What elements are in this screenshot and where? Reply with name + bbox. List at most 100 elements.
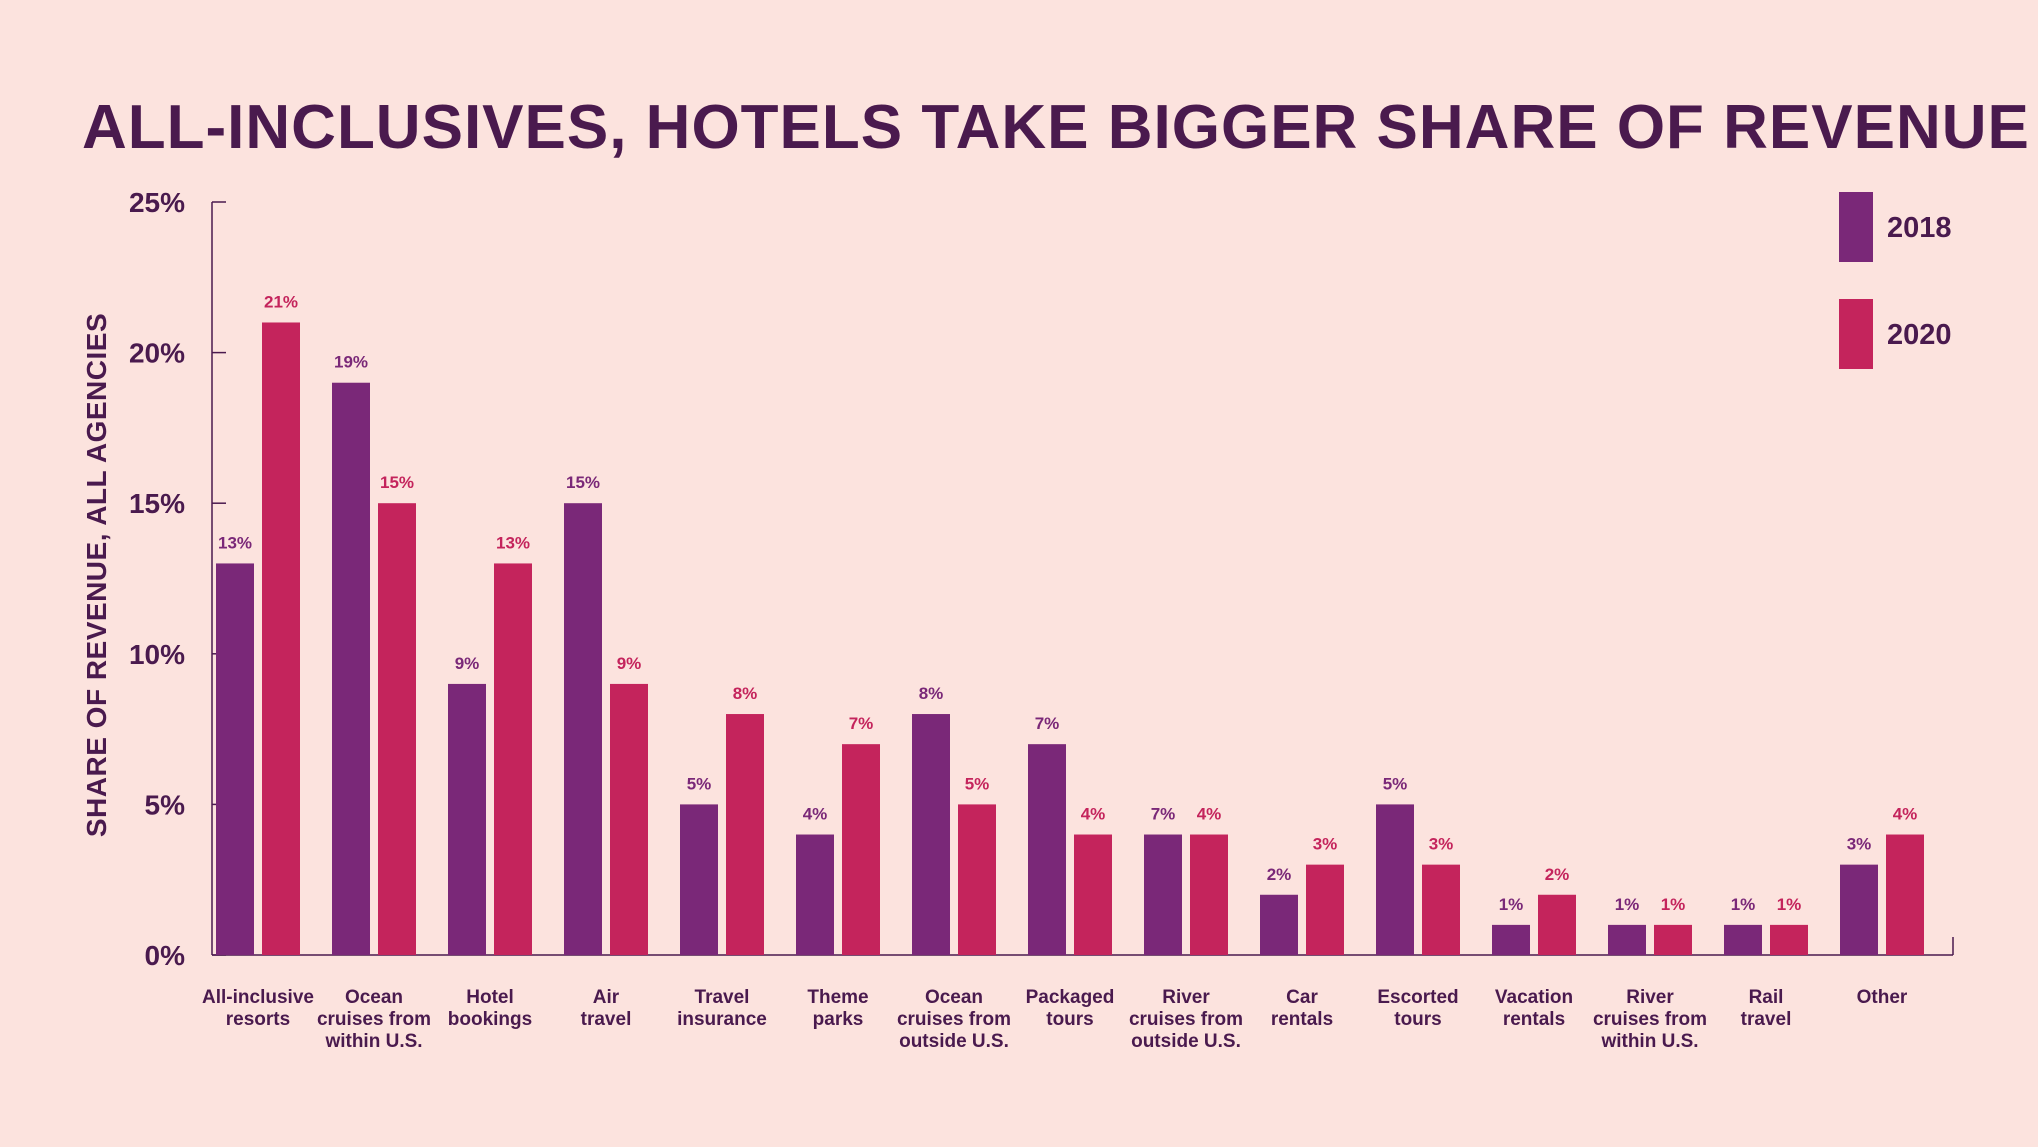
data-label-2018: 9% [455,654,480,673]
x-category-label-line: rentals [1271,1009,1333,1030]
x-category-label-line: Travel [695,987,750,1008]
x-category-label-line: All-inclusive [202,987,314,1008]
x-category-label-line: Vacation [1495,987,1573,1008]
bar-2018 [1144,834,1182,955]
bar-2018 [1028,744,1066,955]
x-category-label: Ocean cruises from outside U.S. [897,987,1011,1052]
data-label-2020: 3% [1313,835,1338,854]
x-category-label: Packaged tours [1026,987,1115,1030]
data-label-2020: 13% [496,533,530,552]
legend-swatch-2020 [1839,299,1873,369]
x-category-label-line: within U.S. [324,1031,422,1052]
bar-2018 [912,714,950,955]
bar-2018 [1608,924,1646,955]
x-category-label: River cruises from outside U.S. [1129,987,1243,1052]
x-category-label-line: Escorted [1377,987,1458,1008]
x-category-label-line: River [1162,987,1210,1008]
bar-2018 [216,563,254,955]
bar-2018 [680,804,718,955]
data-label-2018: 5% [1383,774,1408,793]
x-category-label-line: Ocean [925,987,983,1008]
legend-label-2020: 2020 [1887,319,1952,351]
bar-2020 [1306,864,1344,955]
data-label-2018: 5% [687,774,712,793]
legend-label-2018: 2018 [1887,212,1952,244]
x-category-label: Rail travel [1741,987,1792,1030]
data-label-2018: 4% [803,805,828,824]
x-category-label: All-inclusive resorts [202,987,314,1030]
x-category-label: Air travel [581,987,632,1030]
bar-2020 [1770,924,1808,955]
x-category-label: Hotel bookings [448,987,532,1030]
data-label-2020: 1% [1777,895,1802,914]
x-category-label-line: tours [1046,1009,1094,1030]
y-tick-label: 0% [145,940,186,971]
legend-swatch-2018 [1839,192,1873,262]
bar-2020 [262,322,300,956]
x-category-label-line: outside U.S. [1131,1031,1241,1052]
x-category-label-line: cruises from [317,1009,431,1030]
y-tick-label: 20% [129,338,185,369]
data-label-2020: 4% [1893,805,1918,824]
x-category-label-line: cruises from [1129,1009,1243,1030]
data-label-2020: 5% [965,774,990,793]
bar-2020 [1422,864,1460,955]
data-label-2020: 4% [1081,805,1106,824]
data-label-2020: 1% [1661,895,1686,914]
bar-2018 [1492,924,1530,955]
bar-2018 [332,382,370,956]
data-label-2018: 2% [1267,865,1292,884]
data-label-2018: 13% [218,533,252,552]
bar-2020 [958,804,996,955]
x-category-label-line: Ocean [345,987,403,1008]
data-label-2020: 4% [1197,805,1222,824]
data-label-2020: 21% [264,292,298,311]
data-label-2020: 7% [849,714,874,733]
bar-2018 [1840,864,1878,955]
x-category-label-line: River [1626,987,1674,1008]
x-category-label-line: travel [1741,1009,1792,1030]
data-label-2018: 8% [919,684,944,703]
data-label-2018: 1% [1499,895,1524,914]
x-category-label-line: Car [1286,987,1318,1008]
data-label-2020: 2% [1545,865,1570,884]
bar-2020 [378,503,416,955]
x-category-label-line: resorts [226,1009,290,1030]
data-label-2018: 1% [1615,895,1640,914]
x-category-label: Car rentals [1271,987,1333,1030]
y-tick-label: 5% [145,789,186,820]
data-label-2020: 9% [617,654,642,673]
bar-2020 [1074,834,1112,955]
x-category-label: Ocean cruises from within U.S. [317,987,431,1052]
bar-2018 [796,834,834,955]
x-category-label-line: rentals [1503,1009,1565,1030]
x-category-label-line: tours [1394,1009,1442,1030]
x-category-label-line: cruises from [897,1009,1011,1030]
x-category-label-line: outside U.S. [899,1031,1009,1052]
data-label-2018: 3% [1847,835,1872,854]
x-category-label-line: Other [1857,987,1908,1008]
x-category-label-line: Hotel [466,987,514,1008]
bar-2018 [564,503,602,955]
data-label-2018: 7% [1035,714,1060,733]
x-category-label-line: Rail [1749,987,1784,1008]
data-label-2018: 15% [566,473,600,492]
y-axis-label: SHARE OF REVENUE, ALL AGENCIES [81,313,112,837]
x-category-label: Travel insurance [677,987,767,1030]
bar-2018 [1724,924,1762,955]
data-label-2020: 8% [733,684,758,703]
x-category-label-line: Air [593,987,620,1008]
x-category-label: Theme parks [807,987,868,1030]
x-category-label-line: within U.S. [1600,1031,1698,1052]
y-tick-label: 25% [129,187,185,218]
data-label-2018: 7% [1151,805,1176,824]
data-label-2018: 1% [1731,895,1756,914]
bar-2020 [1190,834,1228,955]
bar-2020 [1538,894,1576,955]
chart-title: ALL-INCLUSIVES, HOTELS TAKE BIGGER SHARE… [82,93,2030,162]
x-category-label-line: cruises from [1593,1009,1707,1030]
bar-2018 [1376,804,1414,955]
data-label-2020: 15% [380,473,414,492]
bar-2020 [842,744,880,955]
